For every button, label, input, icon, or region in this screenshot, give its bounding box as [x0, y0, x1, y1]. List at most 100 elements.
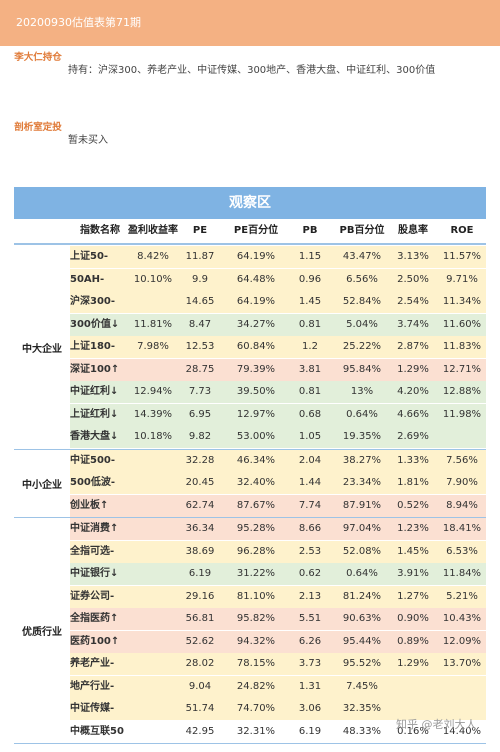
table-row: 中证红利↓ 12.94% 7.73 39.50% 0.81 13% 4.20% 12.88%	[70, 381, 486, 403]
table-title: 观察区	[14, 187, 486, 219]
table-row: 深证100↑ 28.75 79.39% 3.81 95.84% 1.29% 12.71%	[70, 358, 486, 381]
cell-name: 中证传媒-	[70, 703, 115, 714]
cell-roe: 11.84%	[442, 568, 482, 579]
cell-pb: 2.53	[298, 545, 322, 557]
cell-pb: 1.15	[298, 251, 322, 262]
cell-dividend: 1.45%	[397, 545, 429, 557]
cell-pe-pct: 95.82%	[236, 613, 276, 624]
cell-pb: 1.31	[298, 680, 322, 692]
cell-pe-pct: 64.48%	[236, 273, 276, 285]
col-header-name: 指数名称	[80, 225, 120, 236]
cell-pe-pct: 31.22%	[236, 568, 276, 579]
cell-pb-pct: 5.04%	[346, 318, 378, 330]
cell-name: 中证500-	[70, 454, 116, 466]
cell-dividend: 0.16%	[397, 725, 429, 737]
cell-pb-pct: 19.35%	[342, 431, 382, 442]
cell-dividend: 4.66%	[397, 408, 429, 420]
cell-pe-pct: 24.82%	[236, 680, 276, 692]
cell-roe: 10.43%	[442, 613, 482, 624]
cell-pe: 7.73	[188, 386, 212, 397]
cell-name: 中证红利↓	[70, 386, 119, 397]
cell-pe: 20.45	[185, 477, 215, 488]
cell-name: 500低波-	[70, 477, 116, 488]
cell-pe-pct: 39.50%	[236, 386, 276, 397]
cell-pe-pct: 34.27%	[236, 318, 276, 330]
table-row: 全指可选- 38.69 96.28% 2.53 52.08% 1.45% 6.53%	[70, 540, 486, 563]
cell-dividend: 2.87%	[397, 341, 429, 352]
cell-pb-pct: 7.45%	[346, 680, 378, 692]
cell-pb-pct: 97.04%	[342, 523, 382, 534]
cell-pe-pct: 95.28%	[236, 523, 276, 534]
holdings-label: 李大仁持仓	[14, 52, 62, 63]
table-row: 证券公司- 29.16 81.10% 2.13 81.24% 1.27% 5.21%	[70, 585, 486, 608]
cell-dividend: 1.27%	[397, 590, 429, 602]
cell-dividend: 1.81%	[397, 477, 429, 488]
cell-pe: 38.69	[185, 545, 215, 557]
cell-pb-pct: 43.47%	[342, 251, 382, 262]
cell-dividend: 2.50%	[397, 273, 429, 285]
cell-pb: 0.81	[298, 318, 322, 330]
table-row: 地产行业- 9.04 24.82% 1.31 7.45%	[70, 675, 486, 698]
cell-pe: 28.02	[185, 658, 215, 669]
cell-roe: 14.40%	[442, 725, 482, 737]
cell-name: 香港大盘↓	[70, 431, 119, 442]
cell-pb-pct: 13%	[350, 386, 374, 397]
cell-name: 中证银行↓	[70, 568, 119, 579]
cell-pb: 3.73	[298, 658, 322, 669]
cell-pe: 6.95	[188, 408, 212, 420]
table-row: 全指医药↑ 56.81 95.82% 5.51 90.63% 0.90% 10.43%	[70, 608, 486, 630]
cell-pe: 9.82	[188, 431, 212, 442]
watermark: 知乎 @老刘大人	[396, 718, 477, 731]
cell-name: 沪深300-	[70, 296, 116, 307]
cell-pe-pct: 64.19%	[236, 251, 276, 262]
cell-pb-pct: 95.84%	[342, 363, 382, 375]
cell-pb: 8.66	[298, 523, 322, 534]
cell-pe: 6.19	[188, 568, 212, 579]
cell-pe: 8.47	[188, 318, 212, 330]
group-label: 中大企业	[22, 343, 62, 355]
cell-name: 上证红利↓	[70, 408, 119, 420]
cell-pb: 2.13	[298, 590, 322, 602]
cell-roe: 13.70%	[442, 658, 482, 669]
cell-name: 医药100↑	[70, 635, 120, 647]
col-header-dividend: 股息率	[398, 225, 428, 236]
cell-roe: 7.56%	[446, 454, 478, 466]
cell-pb: 0.62	[298, 568, 322, 579]
table-row: 香港大盘↓ 10.18% 9.82 53.00% 1.05 19.35% 2.69%	[70, 426, 486, 448]
cell-name: 上证50-	[70, 251, 109, 262]
cell-pe: 36.34	[185, 523, 215, 534]
cell-pe-pct: 32.31%	[236, 725, 276, 737]
cell-pe: 9.9	[192, 273, 208, 285]
cell-pe-pct: 78.15%	[236, 658, 276, 669]
cell-pe-pct: 12.97%	[236, 408, 276, 420]
cell-pb: 0.81	[298, 386, 322, 397]
cell-name: 证券公司-	[70, 590, 115, 602]
group-divider	[14, 743, 486, 744]
cell-pb-pct: 23.34%	[342, 477, 382, 488]
holdings-text: 持有：沪深300、养老产业、中证传媒、300地产、香港大盘、中证红利、300价值	[68, 65, 436, 76]
cell-name: 全指医药↑	[70, 613, 119, 624]
cell-pe-pct: 96.28%	[236, 545, 276, 557]
cell-pb-pct: 87.91%	[342, 499, 382, 511]
cell-name: 地产行业-	[70, 680, 115, 692]
cell-roe: 8.94%	[446, 499, 478, 511]
cell-pe: 11.87	[185, 251, 215, 262]
cell-dividend: 4.20%	[397, 386, 429, 397]
cell-yield: 10.10%	[133, 273, 173, 285]
cell-pe: 51.74	[185, 703, 215, 714]
cell-dividend: 1.29%	[397, 658, 429, 669]
cell-pb-pct: 81.24%	[342, 590, 382, 602]
group-divider	[14, 448, 486, 450]
cell-pb: 0.96	[298, 273, 322, 285]
table-row: 养老产业- 28.02 78.15% 3.73 95.52% 1.29% 13.70%	[70, 653, 486, 675]
column-header-row: 指数名称 盈利收益率 PE PE百分位 PB PB百分位 股息率 ROE	[14, 219, 486, 245]
plan-label: 剖析室定投	[14, 122, 62, 133]
cell-yield: 8.42%	[137, 251, 169, 262]
cell-pb-pct: 52.84%	[342, 296, 382, 307]
cell-pb-pct: 6.56%	[346, 273, 378, 285]
group-divider	[14, 517, 486, 518]
cell-name: 创业板↑	[70, 499, 109, 511]
cell-pe: 28.75	[185, 363, 215, 375]
cell-pe-pct: 94.32%	[236, 635, 276, 647]
cell-dividend: 0.90%	[397, 613, 429, 624]
